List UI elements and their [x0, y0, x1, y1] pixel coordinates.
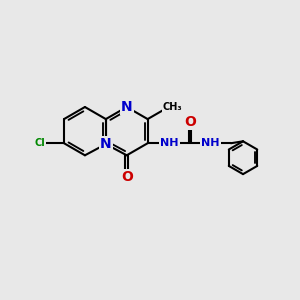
Text: O: O	[184, 115, 196, 128]
Text: N: N	[100, 137, 112, 151]
Text: Cl: Cl	[34, 138, 45, 148]
Text: CH₃: CH₃	[162, 102, 182, 112]
Text: NH: NH	[201, 138, 220, 148]
Text: NH: NH	[160, 138, 178, 148]
Text: N: N	[121, 100, 133, 114]
Text: O: O	[121, 170, 133, 184]
